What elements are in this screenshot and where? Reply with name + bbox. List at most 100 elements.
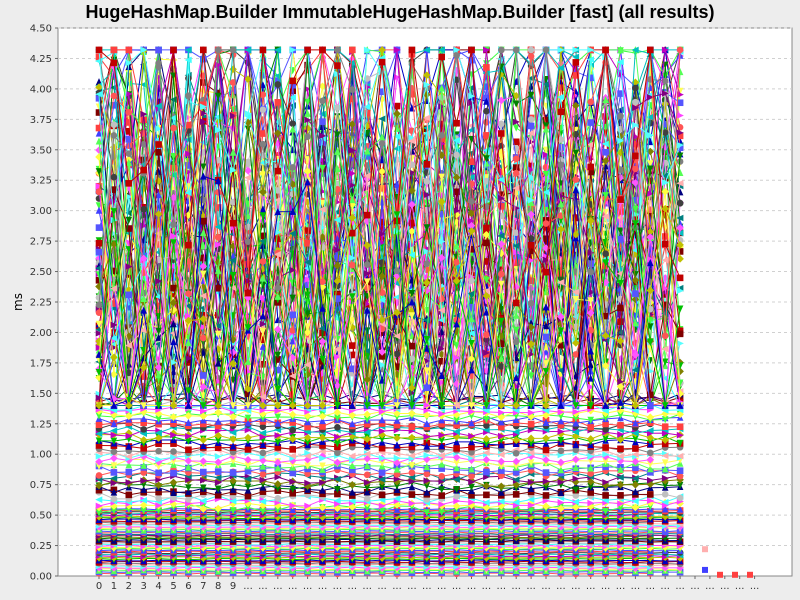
data-point xyxy=(468,465,475,473)
x-tick-label: ... xyxy=(631,581,641,592)
series-line xyxy=(98,516,681,520)
data-point xyxy=(661,505,669,513)
data-point xyxy=(214,491,222,499)
y-tick-label: 3.25 xyxy=(30,176,52,187)
data-point xyxy=(110,454,118,463)
data-point xyxy=(155,502,163,509)
data-point xyxy=(319,486,326,494)
data-point xyxy=(453,486,460,494)
data-point xyxy=(408,500,416,507)
data-point xyxy=(288,456,297,465)
data-point xyxy=(259,449,267,457)
data-point xyxy=(557,478,565,486)
data-point xyxy=(349,461,356,469)
data-point xyxy=(616,480,625,489)
data-point xyxy=(676,472,684,480)
data-point xyxy=(334,449,341,457)
data-point xyxy=(214,474,222,481)
x-tick-label: ... xyxy=(303,581,313,592)
data-point xyxy=(647,449,654,457)
data-point xyxy=(453,464,460,472)
data-point xyxy=(319,462,326,470)
data-point xyxy=(363,504,371,512)
data-point xyxy=(363,484,371,492)
series-line xyxy=(98,527,681,530)
series-line xyxy=(98,571,681,574)
data-point xyxy=(214,468,222,475)
data-point xyxy=(587,482,594,491)
x-tick-label: 7 xyxy=(200,581,206,592)
data-point xyxy=(348,497,356,505)
x-tick-label: ... xyxy=(377,581,387,592)
data-point xyxy=(334,500,342,508)
data-point xyxy=(199,497,207,505)
data-point xyxy=(378,469,386,476)
series-line xyxy=(98,554,681,558)
data-point xyxy=(304,479,312,487)
x-tick-label: ... xyxy=(243,581,253,592)
series-line xyxy=(98,541,681,544)
data-point xyxy=(631,503,640,512)
series-line xyxy=(98,533,681,536)
data-point xyxy=(244,477,252,485)
data-point xyxy=(229,469,237,476)
data-point xyxy=(155,456,163,463)
x-tick-label: ... xyxy=(318,581,328,592)
data-point xyxy=(572,455,580,464)
data-point xyxy=(512,469,520,476)
data-point xyxy=(348,481,357,489)
data-point xyxy=(512,449,520,457)
data-point xyxy=(676,505,684,513)
data-point xyxy=(378,491,386,499)
data-point xyxy=(289,426,297,434)
data-point xyxy=(498,472,505,479)
data-point xyxy=(185,496,192,503)
x-tick-label: ... xyxy=(452,581,462,592)
data-point xyxy=(393,459,401,467)
data-point xyxy=(274,506,282,514)
data-point xyxy=(214,479,222,486)
series-line xyxy=(98,469,681,477)
data-point xyxy=(184,457,193,465)
data-point xyxy=(468,492,475,499)
data-point xyxy=(408,483,416,491)
data-point xyxy=(468,472,475,480)
data-point xyxy=(482,482,491,490)
data-point xyxy=(482,564,491,572)
x-tick-label: ... xyxy=(690,581,700,592)
data-point xyxy=(289,485,296,493)
data-point xyxy=(140,507,147,515)
data-point xyxy=(125,543,133,552)
data-point xyxy=(155,494,162,502)
x-tick-label: ... xyxy=(482,581,492,592)
data-point xyxy=(587,464,594,472)
data-point xyxy=(289,489,296,497)
y-tick-label: 1.50 xyxy=(30,389,52,400)
y-tick-label: 2.00 xyxy=(30,328,52,339)
data-point xyxy=(95,462,103,470)
data-point xyxy=(199,457,208,466)
data-point xyxy=(259,471,267,478)
data-point xyxy=(408,491,416,498)
data-point xyxy=(200,488,207,496)
data-point xyxy=(244,483,252,491)
data-point xyxy=(542,456,550,464)
data-point xyxy=(617,504,624,512)
series-line xyxy=(98,568,681,571)
data-point xyxy=(661,482,669,490)
data-point xyxy=(557,447,565,455)
y-tick-label: 3.00 xyxy=(30,206,52,217)
data-point xyxy=(333,497,341,504)
data-point xyxy=(557,466,565,474)
data-point xyxy=(452,476,460,483)
data-point xyxy=(214,453,222,460)
data-point xyxy=(185,476,193,484)
x-tick-label: 1 xyxy=(111,581,117,592)
data-point xyxy=(363,462,371,470)
data-point xyxy=(155,507,162,515)
series-line xyxy=(98,509,681,512)
data-point xyxy=(199,554,208,562)
x-tick-label: ... xyxy=(511,581,521,592)
series-line xyxy=(98,538,681,542)
series-line xyxy=(98,530,681,533)
